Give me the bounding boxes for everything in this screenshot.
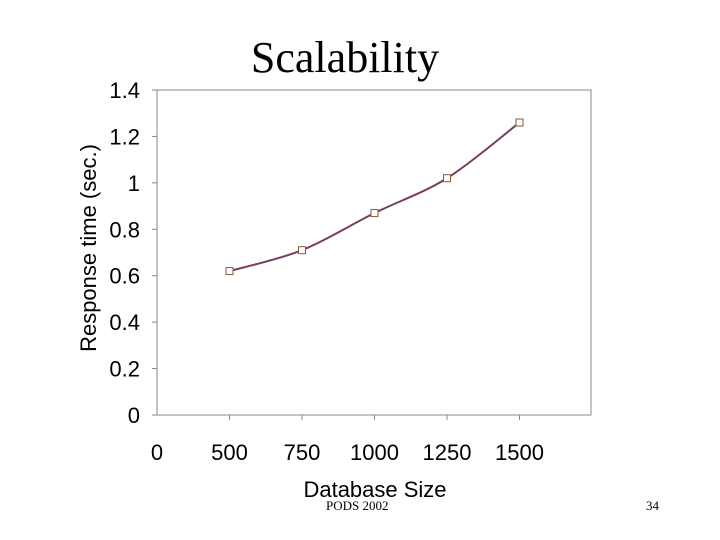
y-tick-label: 1.4 (109, 78, 140, 103)
data-point-marker (370, 209, 379, 218)
y-axis-ticks: 0 0.2 0.4 0.6 0.8 1 1.2 1.4 (109, 78, 157, 428)
y-tick-label: 1.2 (109, 124, 140, 149)
page-number: 34 (646, 498, 659, 513)
x-tick-label: 1500 (495, 440, 544, 465)
x-tick-label: 1250 (423, 440, 472, 465)
data-point-marker (298, 246, 306, 255)
data-point-marker (443, 174, 451, 183)
slide-title: Scalability (250, 33, 440, 82)
x-tick-label: 750 (284, 440, 321, 465)
footer-text: PODS 2002 (326, 498, 389, 513)
data-point-marker (515, 118, 524, 127)
x-tick-label: 1000 (350, 440, 399, 465)
y-tick-label: 0.4 (109, 310, 140, 335)
x-axis-title: Database Size (303, 477, 446, 502)
y-tick-label: 0 (128, 403, 140, 428)
plot-area (156, 89, 592, 416)
y-tick-label: 0.6 (109, 264, 140, 289)
y-tick-label: 0.8 (109, 217, 140, 242)
y-axis-title: Response time (sec.) (76, 144, 101, 352)
x-axis-ticks: 0 500 750 1000 1250 1500 (151, 415, 544, 465)
data-point-marker (225, 267, 234, 276)
y-tick-label: 1 (128, 171, 140, 196)
y-tick-label: 0.2 (109, 357, 140, 382)
series-markers (225, 118, 524, 276)
x-tick-label: 0 (151, 440, 163, 465)
x-tick-label: 500 (211, 440, 248, 465)
